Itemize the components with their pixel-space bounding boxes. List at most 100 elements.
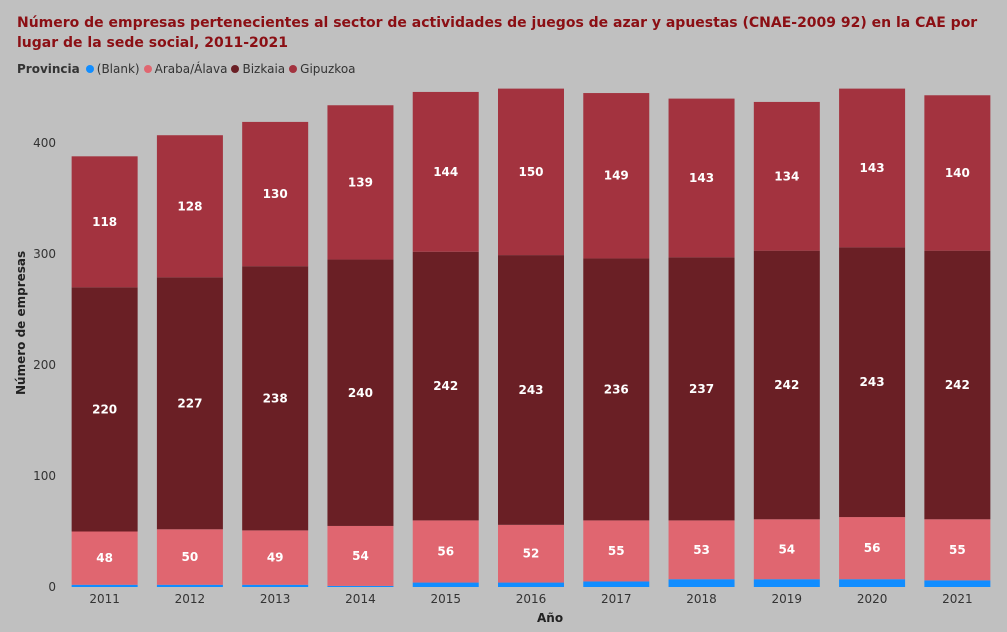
legend-title: Provincia bbox=[17, 62, 80, 76]
data-label-2015-series-3: 144 bbox=[433, 165, 458, 179]
bar-2014-series-2 bbox=[327, 259, 394, 526]
x-tick-label-2012: 2012 bbox=[175, 592, 206, 606]
y-tick-label-100: 100 bbox=[33, 469, 56, 483]
legend-swatch-0 bbox=[85, 65, 94, 73]
data-label-2021-series-3: 140 bbox=[945, 166, 970, 180]
chart-title: Número de empresas pertenecientes al sec… bbox=[17, 15, 978, 51]
bar-2019-series-0 bbox=[753, 579, 820, 587]
legend-swatch-1 bbox=[143, 65, 152, 73]
x-tick-label-2017: 2017 bbox=[601, 592, 632, 606]
data-label-2016-series-1: 52 bbox=[523, 547, 540, 561]
data-label-2019-series-3: 134 bbox=[774, 169, 799, 183]
data-label-2013-series-1: 49 bbox=[267, 551, 284, 565]
data-label-2015-series-2: 242 bbox=[433, 379, 458, 393]
bar-2021-series-2 bbox=[924, 250, 991, 520]
data-label-2017-series-1: 55 bbox=[608, 544, 625, 558]
data-label-2020-series-3: 143 bbox=[860, 161, 885, 175]
bar-2020-series-1 bbox=[839, 517, 906, 580]
bar-2012-series-0 bbox=[156, 584, 223, 587]
legend-swatch-2 bbox=[231, 65, 240, 73]
bar-2015-series-0 bbox=[412, 582, 479, 587]
data-label-2013-series-2: 238 bbox=[263, 391, 288, 405]
bar-2020-series-3 bbox=[839, 88, 906, 248]
legend-label-1: Araba/Álava bbox=[154, 62, 228, 76]
bar-2021-series-1 bbox=[924, 519, 991, 581]
bar-2021-series-3 bbox=[924, 95, 991, 251]
data-label-2014-series-3: 139 bbox=[348, 175, 373, 189]
data-label-2012-series-1: 50 bbox=[182, 550, 199, 564]
x-tick-label-2013: 2013 bbox=[260, 592, 291, 606]
data-label-2013-series-3: 130 bbox=[263, 187, 288, 201]
data-label-2014-series-2: 240 bbox=[348, 386, 373, 400]
y-axis-label: Número de empresas bbox=[14, 250, 28, 395]
bar-2019-series-1 bbox=[753, 519, 820, 580]
bar-2013-series-1 bbox=[242, 530, 309, 585]
legend-label-0: (Blank) bbox=[96, 62, 140, 76]
data-label-2014-series-1: 54 bbox=[352, 549, 369, 563]
data-label-2012-series-3: 128 bbox=[177, 199, 202, 213]
bar-2019-series-2 bbox=[753, 250, 820, 520]
data-label-2021-series-1: 55 bbox=[949, 543, 966, 557]
bar-2018-series-0 bbox=[668, 579, 735, 587]
y-tick-label-400: 400 bbox=[33, 136, 56, 150]
bar-2017-series-1 bbox=[583, 520, 650, 582]
bar-2018-series-2 bbox=[668, 257, 735, 521]
data-label-2019-series-1: 54 bbox=[778, 542, 795, 556]
data-label-2018-series-2: 237 bbox=[689, 382, 714, 396]
x-tick-label-2020: 2020 bbox=[857, 592, 888, 606]
data-label-2017-series-2: 236 bbox=[604, 382, 629, 396]
bar-2015-series-2 bbox=[412, 251, 479, 521]
y-tick-label-200: 200 bbox=[33, 358, 56, 372]
x-tick-label-2018: 2018 bbox=[686, 592, 717, 606]
bar-2016-series-1 bbox=[498, 524, 564, 583]
bar-2020-series-0 bbox=[839, 579, 906, 587]
bar-2014-series-0 bbox=[327, 585, 394, 587]
bar-2015-series-1 bbox=[412, 520, 479, 583]
bar-2021-series-0 bbox=[924, 580, 991, 587]
bar-2016-series-3 bbox=[498, 88, 564, 256]
bar-2014-series-3 bbox=[327, 105, 394, 260]
legend-label-2: Bizkaia bbox=[242, 62, 286, 76]
y-tick-label-300: 300 bbox=[33, 247, 56, 261]
data-label-2012-series-2: 227 bbox=[177, 396, 202, 410]
bar-2017-series-2 bbox=[583, 258, 650, 521]
legend-items: (Blank) Araba/Álava Bizkaia Gipuzkoa bbox=[85, 62, 360, 76]
bar-2011-series-0 bbox=[71, 584, 138, 587]
data-label-2021-series-2: 242 bbox=[945, 378, 970, 392]
bar-2014-series-1 bbox=[327, 525, 394, 586]
bar-2012-series-1 bbox=[156, 529, 223, 585]
data-label-2020-series-1: 56 bbox=[864, 541, 881, 555]
data-label-2011-series-3: 118 bbox=[92, 215, 117, 229]
bar-2011-series-2 bbox=[71, 287, 138, 532]
bar-2017-series-0 bbox=[583, 581, 650, 587]
bar-2013-series-0 bbox=[242, 584, 309, 587]
data-label-2011-series-2: 220 bbox=[92, 402, 117, 416]
bar-2013-series-2 bbox=[242, 266, 309, 531]
legend-item-0[interactable]: (Blank) bbox=[85, 62, 140, 76]
x-tick-label-2019: 2019 bbox=[772, 592, 803, 606]
x-tick-label-2016: 2016 bbox=[516, 592, 547, 606]
bar-2013-series-3 bbox=[242, 121, 309, 267]
data-label-2016-series-3: 150 bbox=[518, 165, 543, 179]
bar-2017-series-3 bbox=[583, 93, 650, 259]
bar-2011-series-3 bbox=[71, 156, 138, 288]
x-tick-label-2014: 2014 bbox=[345, 592, 376, 606]
x-tick-label-2015: 2015 bbox=[430, 592, 461, 606]
x-axis-label: Año bbox=[537, 611, 564, 625]
legend-item-2[interactable]: Bizkaia bbox=[231, 62, 285, 76]
bar-2018-series-1 bbox=[668, 520, 735, 580]
data-label-2020-series-2: 243 bbox=[860, 375, 885, 389]
bar-2012-series-3 bbox=[156, 135, 223, 278]
legend-item-3[interactable]: Gipuzkoa bbox=[289, 62, 356, 76]
data-label-2011-series-1: 48 bbox=[96, 551, 113, 565]
legend-item-1[interactable]: Araba/Álava bbox=[143, 62, 228, 76]
data-label-2015-series-1: 56 bbox=[437, 544, 454, 558]
bar-2020-series-2 bbox=[839, 247, 906, 518]
x-tick-label-2011: 2011 bbox=[89, 592, 120, 606]
data-label-2018-series-3: 143 bbox=[689, 171, 714, 185]
bar-2016-series-2 bbox=[498, 255, 564, 525]
y-tick-label-0: 0 bbox=[48, 580, 56, 594]
data-label-2016-series-2: 243 bbox=[518, 383, 543, 397]
bar-2012-series-2 bbox=[156, 277, 223, 530]
